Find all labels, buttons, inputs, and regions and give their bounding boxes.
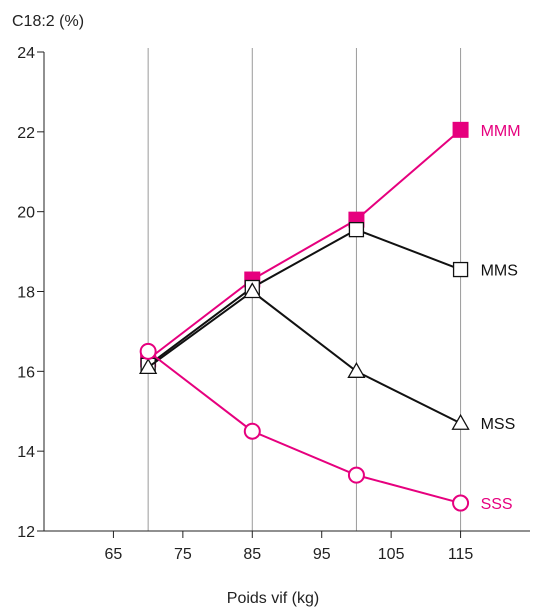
point-mss-100 [347,362,366,378]
y-tick-label-14: 14 [17,444,35,461]
ticks: 12 14 16 18 20 22 24 65 75 85 95 105 115 [17,45,473,563]
point-sss-100 [347,466,365,484]
point-mss-85 [243,282,262,299]
x-tick-label-65: 65 [105,546,123,563]
series-line-sss [147,350,461,505]
point-sss-70 [139,342,157,360]
x-tick-label-75: 75 [174,546,192,563]
y-axis-title: C18:2 (%) [12,13,84,30]
series-mss: MSS [139,282,516,433]
series-line-mmm [147,129,462,361]
x-tick-label-95: 95 [313,546,331,563]
series-line-mms [147,228,461,367]
series-label-mmm: MMM [481,123,521,140]
series-sss: SSS [139,342,513,513]
series-label-sss: SSS [481,496,513,513]
y-tick-label-24: 24 [17,45,35,62]
series: MMM MMS MSS SSS [139,121,521,513]
x-tick-label-115: 115 [448,546,474,563]
x-tick-label-105: 105 [378,546,405,563]
x-tick-label-85: 85 [243,546,261,563]
x-axis-title: Poids vif (kg) [227,590,319,607]
point-sss-85 [243,422,261,440]
series-label-mss: MSS [481,416,516,433]
series-line-mss [147,290,462,425]
point-sss-115 [452,494,470,512]
series-label-mms: MMS [481,263,518,280]
y-tick-label-12: 12 [17,524,35,541]
y-tick-label-22: 22 [17,125,35,142]
y-tick-label-16: 16 [17,364,35,381]
point-mmm-115 [452,121,469,138]
y-tick-label-20: 20 [17,205,35,222]
point-mss-70 [139,358,158,374]
gridlines [147,48,462,531]
point-mms-115 [452,261,469,278]
y-tick-label-18: 18 [17,285,35,302]
point-mss-115 [451,413,470,430]
point-mms-100 [348,221,365,238]
